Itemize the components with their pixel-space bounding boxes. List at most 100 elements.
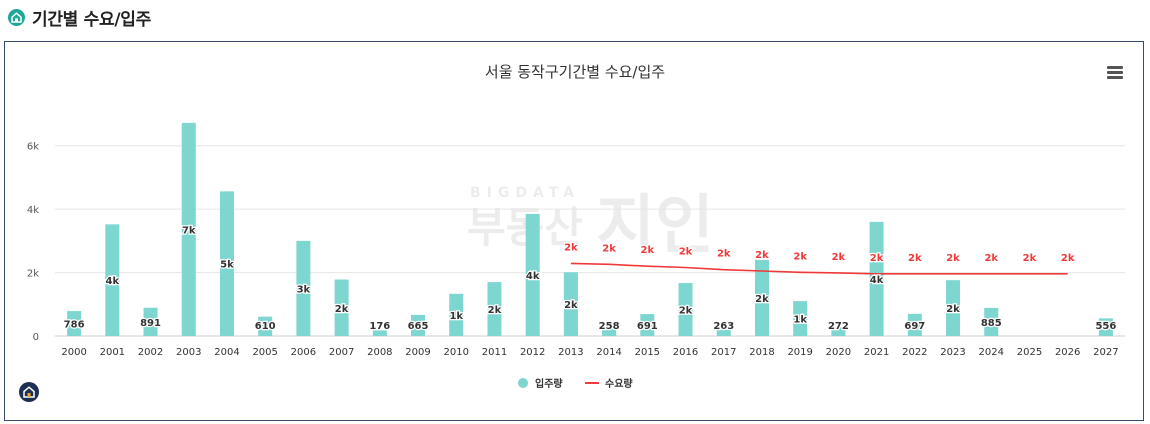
line-data-label: 2k [946,253,960,264]
bar [219,191,234,336]
legend-item-bar[interactable]: 입주량 [518,377,563,390]
bar [869,221,884,336]
page-header: 기간별 수요/입주 [8,4,151,30]
bar [143,307,158,336]
legend[interactable]: 입주량 수요량 [518,377,633,390]
bar-data-label: 3k [297,284,311,295]
bar [181,122,196,336]
bar [831,327,846,336]
chart-menu-button[interactable] [1105,64,1125,82]
x-tick-label: 2004 [214,347,239,358]
bar [67,311,82,336]
bar-data-label: 176 [369,321,390,332]
line-data-label: 2k [832,252,846,263]
x-tick-label: 2011 [482,347,507,358]
home-icon [8,8,25,26]
watermark: BIGDATA 부동산 지인 [467,185,714,263]
bar-data-label: 885 [981,318,1002,329]
bar [258,316,273,336]
line-data-label: 2k [717,249,731,260]
watermark-brand: 지인 [596,189,714,263]
hamburger-icon-bar [1107,76,1123,79]
x-tick-label: 2010 [444,347,469,358]
x-tick-label: 2008 [367,347,392,358]
bar [716,327,731,336]
bar-data-label: 4k [870,275,884,286]
y-tick-label: 2k [27,269,39,280]
bar [907,313,922,336]
x-tick-label: 2016 [673,347,698,358]
bar-data-label: 2k [679,306,693,317]
line-data-label: 2k [755,250,769,261]
bar-data-label: 4k [526,271,540,282]
chart-card: 서울 동작구기간별 수요/입주 BIGDATA 부동산 지인 0 2k 4k 6k 7… [4,41,1144,421]
x-axis: 2000 2001 2002 2003 2004 2005 2006 2007 2008 2009… [61,347,1118,358]
bar [296,240,311,336]
y-axis: 0 2k 4k 6k [27,142,39,343]
bar [640,314,655,336]
line-data-label: 2k [679,246,693,257]
demand-line [570,262,1068,275]
bar [334,279,349,336]
bar [105,224,120,336]
x-tick-label: 2013 [558,347,583,358]
bar-data-label: 697 [904,321,925,332]
bar [411,314,426,336]
x-tick-label: 2014 [596,347,621,358]
x-tick-label: 2006 [291,347,316,358]
bar-data-label: 2k [755,294,769,305]
bar-data-label: 2k [564,300,578,311]
bar [525,213,540,336]
hamburger-icon-bar [1107,71,1123,74]
x-tick-label: 2024 [979,347,1004,358]
bar-data-label: 556 [1095,321,1116,332]
bar [602,327,617,336]
bar [563,272,578,336]
bar-data-label: 258 [599,321,620,332]
legend-bar-marker [518,378,528,388]
y-tick-label: 4k [27,205,39,216]
x-tick-label: 2026 [1055,347,1080,358]
bar-data-label: 691 [637,321,658,332]
line-data-label: 2k [602,243,616,254]
bar-data-label: 7k [182,225,196,236]
legend-line-label: 수요량 [605,378,633,390]
y-tick-label: 6k [27,142,39,153]
page-title: 기간별 수요/입주 [32,9,151,30]
x-tick-label: 2017 [711,347,736,358]
bar [984,307,999,336]
brand-logo-icon[interactable] [19,382,39,402]
bar-data-label: 1k [793,315,807,326]
bar-data-label: 665 [408,321,429,332]
x-tick-label: 2012 [520,347,545,358]
legend-bar-label: 입주량 [535,377,563,390]
bar-series [67,122,1113,336]
x-tick-label: 2019 [787,347,812,358]
x-tick-label: 2002 [138,347,163,358]
bar [946,280,961,336]
bar-data-label: 263 [713,321,734,332]
line-data-label: 2k [1061,253,1075,264]
line-series [570,262,1068,275]
x-tick-label: 2022 [902,347,927,358]
x-tick-label: 2015 [635,347,660,358]
bar-data-label: 2k [335,304,349,315]
y-tick-label: 0 [33,332,39,343]
bar [487,282,502,336]
x-tick-label: 2018 [749,347,774,358]
line-data-label: 2k [984,253,998,264]
watermark-top: BIGDATA [470,185,580,201]
bar [754,259,769,336]
x-tick-label: 2021 [864,347,889,358]
bar-data-label: 2k [488,305,502,316]
bar-data-label: 5k [220,260,234,271]
x-tick-label: 2007 [329,347,354,358]
x-tick-label: 2023 [940,347,965,358]
bar-data-label: 786 [64,320,85,331]
bar-data-label: 1k [449,311,463,322]
x-tick-label: 2005 [252,347,277,358]
bar [372,330,387,336]
x-tick-label: 2025 [1017,347,1042,358]
line-data-label: 2k [641,245,655,256]
legend-item-line[interactable]: 수요량 [585,378,633,390]
